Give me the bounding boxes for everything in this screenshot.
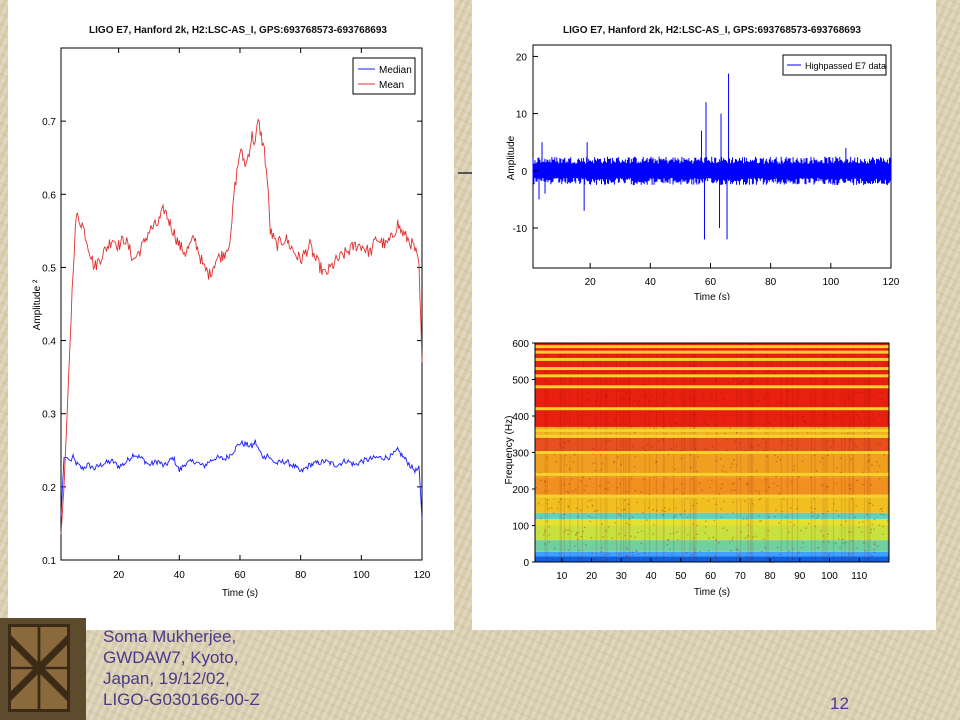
footer-line-date: Japan, 19/12/02, [103,669,230,688]
plot-frame [532,44,892,269]
spectral-line [535,494,889,498]
footer-line-doc-id: LIGO-G030166-00-Z [103,690,260,709]
y-axis-label: Frequency (Hz) [504,416,515,485]
x-tick-label: 40 [174,570,186,581]
spectrogram-band [535,426,889,438]
spectral-line [535,472,889,476]
x-tick-label: 100 [353,570,370,581]
spectrogram-band [535,518,889,526]
x-tick-label: 70 [735,571,747,582]
x-tick-label: 90 [794,571,806,582]
y-axis-label: Amplitude [506,135,517,180]
x-tick-label: 120 [883,277,900,288]
spectrogram-band [535,525,889,541]
page-number: 12 [830,694,849,713]
legend-label: Highpassed E7 data [805,61,886,71]
y-tick-label: 200 [512,485,529,496]
spectral-line [535,345,889,349]
x-tick-label: 80 [295,570,307,581]
y-tick-label: -10 [513,224,528,235]
spectrogram-band [535,343,889,427]
x-tick-label: 60 [234,570,246,581]
x-tick-label: 120 [414,570,431,581]
legend-label: Median [379,65,412,76]
x-tick-label: 80 [764,571,776,582]
y-tick-label: 300 [512,449,529,460]
y-tick-label: 0.5 [42,263,56,274]
x-tick-label: 50 [675,571,687,582]
y-tick-label: 0.3 [42,410,56,421]
highpass-spectrogram-panel: LIGO E7, Hanford 2k, H2:LSC-AS_I, GPS:69… [472,0,936,630]
y-tick-label: 0.1 [42,556,56,567]
spectral-line [535,451,889,454]
y-axis-label: Amplitude ² [32,279,43,330]
y-tick-label: 0.6 [42,190,56,201]
spectral-line [535,434,889,438]
corner-pattern [8,624,70,712]
legend-label: Mean [379,80,404,91]
footer-author-block: Soma Mukherjee, GWDAW7, Kyoto, Japan, 19… [103,626,403,710]
spectral-line [535,374,889,378]
highpassed-data-chart: LIGO E7, Hanford 2k, H2:LSC-AS_I, GPS:69… [506,25,900,300]
y-tick-label: 0 [523,558,529,569]
x-tick-label: 100 [822,277,839,288]
y-tick-label: 0.2 [42,483,56,494]
plot-frame [60,47,423,561]
y-tick-label: 20 [516,52,528,63]
highpassed-noise-trace [532,156,891,186]
spectrogram-chart: 10 20 30 40 50 60 70 80 90 100 110 0 100 200 300 400 500… [504,339,891,598]
median-series-line [60,439,423,520]
divider-mark [458,172,472,174]
spectral-line [535,350,889,354]
mean-series-line [60,117,423,535]
y-tick-label: 0.7 [42,117,56,128]
x-tick-label: 20 [585,277,597,288]
spectrogram-band [535,540,889,552]
spectral-line [535,407,889,411]
y-tick-label: 0 [521,167,527,178]
x-tick-label: 60 [705,277,717,288]
spectrogram-band [535,478,889,495]
x-tick-label: 80 [765,277,777,288]
legend-box [782,54,887,76]
y-tick-label: 100 [512,522,529,533]
footer-line-author: Soma Mukherjee, [103,627,237,646]
spectral-line [535,429,889,433]
x-tick-label: 40 [645,277,657,288]
median-mean-chart: LIGO E7, Hanford 2k, H2:LSC-AS_I, GPS:69… [32,25,431,599]
spectrogram-band [535,437,889,453]
x-tick-label: 20 [113,570,125,581]
x-tick-label: 20 [586,571,598,582]
spectrogram-band [535,551,889,557]
y-tick-label: 600 [512,339,529,350]
legend-box [352,57,416,95]
y-tick-label: 500 [512,376,529,387]
spectral-line [535,357,889,361]
decorative-corner-tile [0,618,86,720]
spectrogram-band [535,556,889,562]
median-mean-chart-panel: LIGO E7, Hanford 2k, H2:LSC-AS_I, GPS:69… [8,0,454,630]
spectral-line [535,367,889,371]
x-tick-label: 10 [556,571,568,582]
spectrogram-band [535,494,889,513]
x-axis-label: Time (s) [694,292,730,300]
chart-title: LIGO E7, Hanford 2k, H2:LSC-AS_I, GPS:69… [563,25,861,36]
y-tick-label: 0.4 [42,337,56,348]
spectrogram-band [535,512,889,519]
x-axis-label: Time (s) [222,588,258,599]
x-tick-label: 110 [851,571,867,582]
spectral-line [535,385,889,389]
chart-title: LIGO E7, Hanford 2k, H2:LSC-AS_I, GPS:69… [89,25,387,36]
footer-line-workshop: GWDAW7, Kyoto, [103,648,239,667]
y-tick-label: 10 [516,110,528,121]
x-tick-label: 60 [705,571,717,582]
y-tick-label: 400 [512,412,529,423]
x-tick-label: 40 [645,571,657,582]
x-tick-label: 30 [616,571,628,582]
x-tick-label: 100 [821,571,838,582]
x-axis-label: Time (s) [694,587,730,598]
